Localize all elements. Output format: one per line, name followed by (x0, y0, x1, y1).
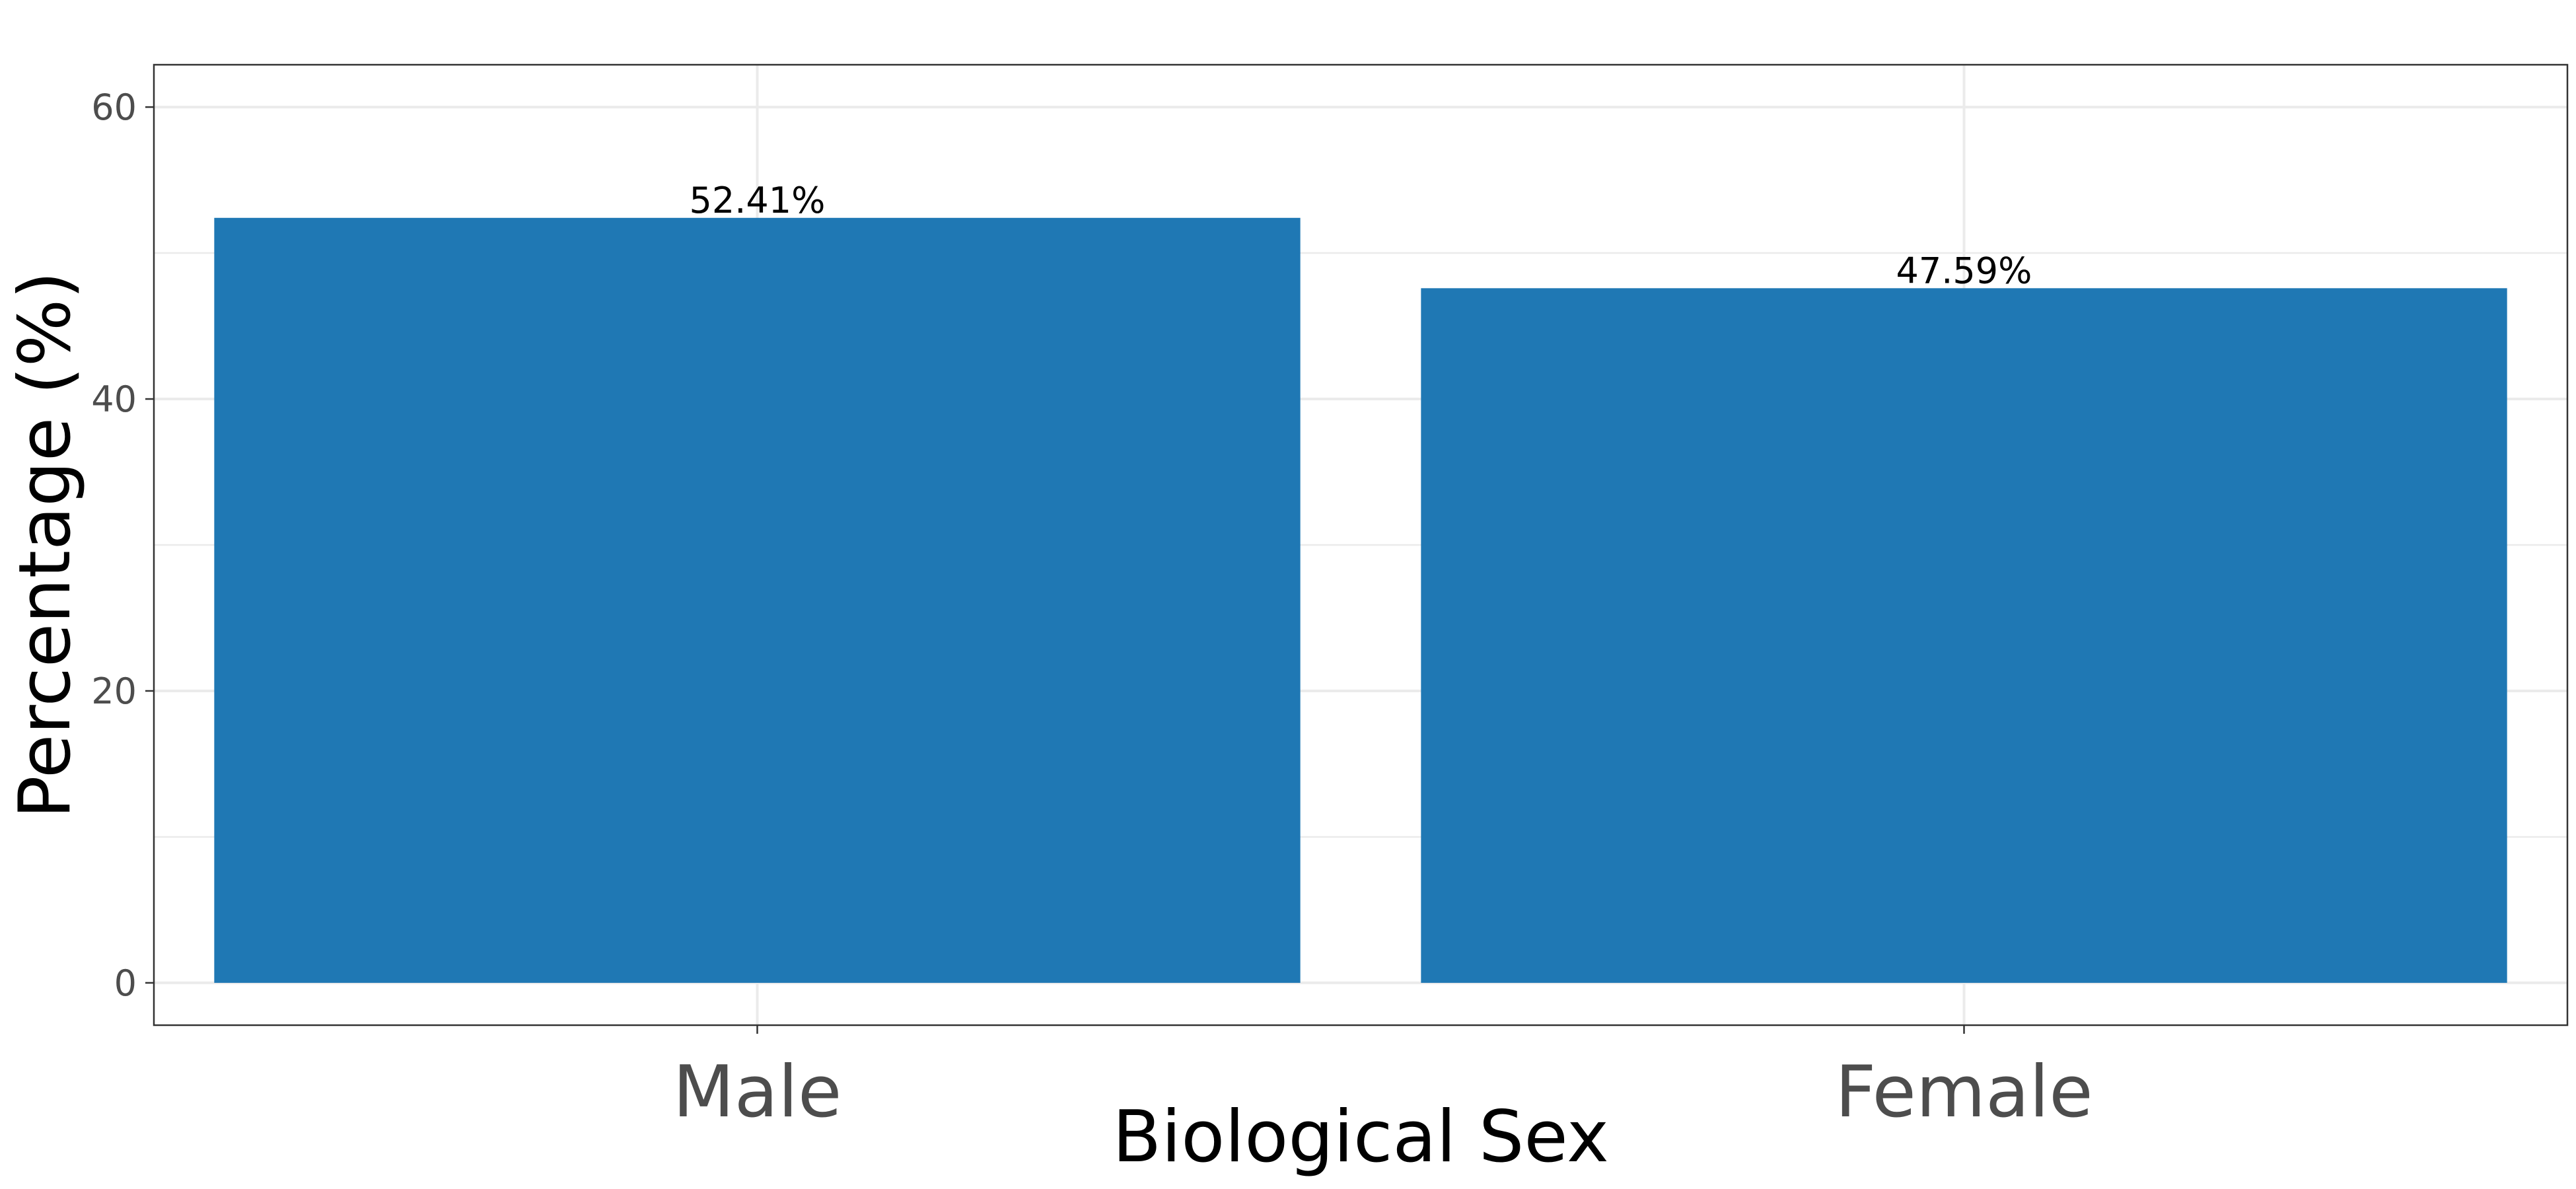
y-axis-ticks: 0 20 40 60 (91, 87, 154, 1004)
y-tick-label: 0 (114, 962, 137, 1004)
bar-male (214, 217, 1301, 983)
bars (214, 217, 2507, 983)
panel-border (153, 63, 2569, 1027)
data-labels: 52.41% 47.59% (690, 180, 2032, 292)
y-tick-label: 20 (91, 670, 137, 712)
data-label-female: 47.59% (1896, 250, 2032, 291)
bar-female (1421, 288, 2507, 983)
y-tick-label: 40 (91, 378, 137, 420)
y-tick-label: 60 (91, 87, 137, 128)
x-axis-ticks: Male Female (673, 1025, 2093, 1134)
x-tick-label-female: Female (1835, 1051, 2093, 1134)
x-axis-title: Biological Sex (1112, 1096, 1609, 1178)
x-tick-label-male: Male (673, 1051, 842, 1134)
data-label-male: 52.41% (690, 180, 826, 221)
y-axis-title: Percentage (%) (4, 271, 87, 819)
